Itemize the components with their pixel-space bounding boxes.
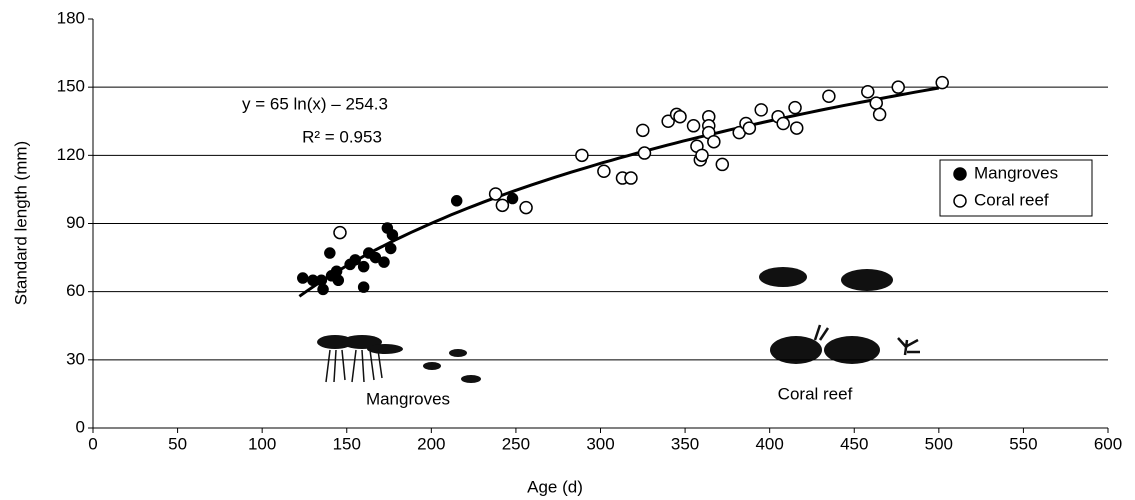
point: [636, 123, 650, 138]
point: [742, 121, 757, 135]
x-tick-label: 250: [502, 434, 530, 453]
x-tick-label: 450: [840, 434, 868, 453]
point: [575, 148, 589, 163]
x-tick-label: 0: [88, 434, 97, 453]
point: [822, 89, 836, 104]
x-tick-label: 350: [671, 434, 699, 453]
point: [637, 146, 652, 160]
point: [673, 109, 687, 124]
x-tick-label: 500: [925, 434, 953, 453]
point: [597, 164, 611, 178]
point: [317, 283, 329, 296]
point: [450, 195, 463, 207]
point: [386, 229, 399, 241]
point: [357, 260, 370, 273]
point: [495, 198, 510, 213]
point: [695, 148, 709, 163]
point: [324, 247, 336, 259]
x-tick-label: 100: [248, 434, 276, 453]
point: [297, 272, 309, 284]
point: [332, 274, 345, 287]
x-tick-label: 300: [586, 434, 614, 453]
point: [715, 157, 730, 172]
decorations: [317, 267, 920, 383]
point: [333, 225, 347, 240]
y-tick-label: 180: [57, 8, 85, 27]
point: [872, 107, 887, 122]
legend-label: Coral reef: [974, 190, 1049, 209]
y-tick-label: 90: [66, 213, 85, 232]
point: [519, 200, 533, 215]
point: [776, 116, 790, 131]
x-tick-label: 400: [755, 434, 783, 453]
legend-marker: [953, 194, 967, 208]
r-squared: R² = 0.953: [302, 127, 382, 146]
point: [788, 100, 802, 115]
legend-marker: [953, 167, 967, 181]
point: [754, 103, 768, 117]
x-tick-label: 150: [333, 434, 361, 453]
annotation: Coral reef: [778, 384, 853, 403]
y-tick-label: 150: [57, 77, 85, 96]
point: [506, 192, 519, 205]
y-axis-label: Standard length (mm): [11, 141, 30, 305]
point: [935, 75, 949, 90]
y-tick-label: 60: [66, 281, 85, 300]
point: [789, 121, 804, 135]
x-tick-label: 50: [168, 434, 187, 453]
x-tick-label: 200: [417, 434, 445, 453]
annotation: Mangroves: [366, 389, 450, 408]
point: [861, 84, 875, 99]
equation: y = 65 ln(x) – 254.3: [242, 94, 388, 113]
legend: [939, 159, 1093, 217]
point: [330, 265, 343, 277]
point: [869, 96, 883, 110]
y-tick-label: 30: [66, 349, 85, 368]
point: [384, 242, 397, 255]
point: [891, 80, 905, 94]
point: [488, 187, 503, 201]
point: [686, 119, 701, 133]
y-tick-label: 120: [57, 145, 85, 164]
point: [624, 171, 638, 185]
point: [315, 274, 328, 287]
x-axis-label: Age (d): [527, 477, 583, 496]
y-tick-label: 0: [76, 417, 85, 436]
x-tick-label: 600: [1094, 434, 1122, 453]
point: [349, 254, 361, 266]
point: [357, 281, 370, 293]
trend-line: [298, 86, 940, 298]
legend-label: Mangroves: [974, 163, 1058, 182]
x-tick-label: 550: [1009, 434, 1037, 453]
point: [707, 134, 721, 149]
point: [378, 256, 390, 268]
